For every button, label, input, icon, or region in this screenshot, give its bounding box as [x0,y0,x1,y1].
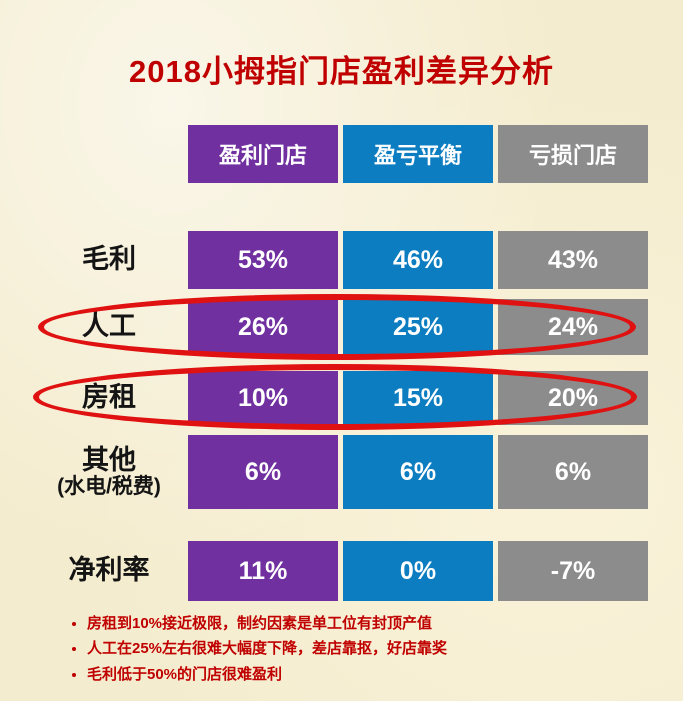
table-cell: 25% [343,299,493,355]
table-cell: 0% [343,541,493,601]
table-row-gross-margin: 毛利 53% 46% 43% [35,231,683,289]
table-cell: 15% [343,371,493,425]
row-label: 房租 [35,371,183,425]
table-cell: 6% [343,435,493,509]
table-cell: 6% [188,435,338,509]
row-label-text: 人工 [82,311,136,342]
table-cell: 26% [188,299,338,355]
row-label-text: 其他 [82,444,136,475]
table-row-other: 其他 (水电/税费) 6% 6% 6% [35,435,683,509]
table-cell: 20% [498,371,648,425]
column-header-breakeven: 盈亏平衡 [343,125,493,183]
table-row-net-margin: 净利率 11% 0% -7% [35,541,683,601]
row-label-text: 房租 [82,382,136,413]
note-item: 人工在25%左右很难大幅度下降，差店靠抠，好店靠奖 [87,639,668,659]
note-item: 房租到10%接近极限，制约因素是单工位有封顶产值 [87,614,668,634]
row-label: 毛利 [35,231,183,289]
table-header-row: 盈利门店 盈亏平衡 亏损门店 [35,125,683,183]
row-label: 净利率 [35,541,183,601]
table-cell: 6% [498,435,648,509]
page-title: 2018小拇指门店盈利差异分析 [129,54,554,89]
column-header-profitable: 盈利门店 [188,125,338,183]
row-label: 其他 (水电/税费) [35,435,183,509]
table-cell: 53% [188,231,338,289]
row-label-text: 毛利 [82,244,136,275]
table-cell: 24% [498,299,648,355]
column-header-losing: 亏损门店 [498,125,648,183]
profit-table: 盈利门店 盈亏平衡 亏损门店 毛利 53% 46% 43% 人工 26% 25%… [0,125,683,601]
table-cell: -7% [498,541,648,601]
table-cell: 10% [188,371,338,425]
row-label: 人工 [35,299,183,355]
note-item: 毛利低于50%的门店很难盈利 [87,665,668,685]
row-label-subtext: (水电/税费) [57,475,161,499]
table-cell: 46% [343,231,493,289]
corner-cell [35,125,183,183]
table-row-labor: 人工 26% 25% 24% [35,299,683,355]
table-row-rent: 房租 10% 15% 20% [35,371,683,425]
table-cell: 11% [188,541,338,601]
table-cell: 43% [498,231,648,289]
row-label-text: 净利率 [68,555,150,586]
notes-list: 房租到10%接近极限，制约因素是单工位有封顶产值 人工在25%左右很难大幅度下降… [45,614,668,690]
